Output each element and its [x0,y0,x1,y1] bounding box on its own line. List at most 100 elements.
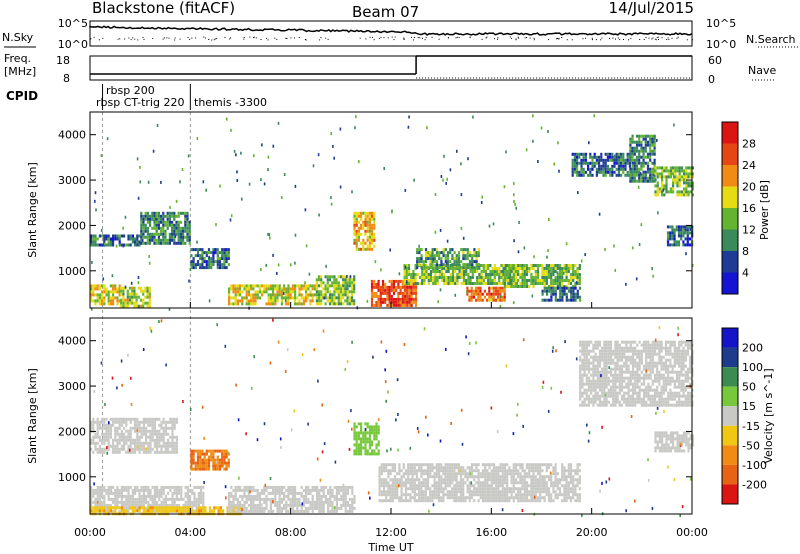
power-cell [635,146,639,150]
power-cell [326,284,329,288]
velocity-cell [120,500,123,504]
power-cell [521,282,524,285]
velocity-data [90,318,694,517]
power-cell [480,270,483,273]
velocity-cell [305,500,308,504]
power-cell [510,276,513,279]
velocity-cell [335,497,338,501]
velocity-cell [158,435,161,439]
power-cell [598,212,601,216]
velocity-cell [201,461,204,465]
velocity-cell [153,494,156,498]
power-cell [140,226,143,230]
beam-title: Beam 07 [352,3,419,21]
power-cell [460,266,463,270]
power-cell [629,137,632,141]
power-cell [495,267,499,270]
power-cell [449,264,452,267]
power-cell [135,301,138,305]
power-cell [144,295,147,299]
velocity-cell [123,447,126,451]
power-cell [464,257,467,261]
power-cell [629,167,632,171]
power-cell [561,286,564,290]
velocity-cell [391,487,394,491]
power-cell [640,179,643,183]
power-cell [574,286,577,290]
velocity-cell [375,428,378,432]
power-cell [468,263,472,267]
velocity-cell [203,467,206,471]
power-cell [377,288,380,292]
velocity-cell [202,509,205,513]
power-cell [190,263,193,267]
power-cell [261,293,264,297]
power-cell [687,166,690,170]
nsearch-point [162,38,164,40]
power-cell [412,285,415,289]
velocity-cell [479,487,482,491]
velocity-cell [411,484,414,488]
velocity-cell [411,469,414,473]
power-cell [661,181,664,185]
power-cell [426,126,428,130]
power-cell [604,170,607,174]
velocity-cell [298,509,301,513]
velocity-cell [193,500,196,504]
power-cell [606,158,609,162]
velocity-cell [360,446,363,450]
power-cell [556,271,559,275]
power-cell [523,264,526,267]
velocity-cell [382,478,386,482]
power-cell [536,276,540,279]
power-cell [678,190,681,194]
velocity-cell [468,481,471,485]
power-cell [661,190,664,194]
power-cell [635,170,639,174]
power-cell [258,287,261,291]
velocity-cell [499,466,502,470]
velocity-cell [451,463,454,467]
power-cell [455,260,458,264]
velocity-cell [481,490,485,494]
velocity-cell [98,509,101,513]
nsearch-point [648,37,650,39]
velocity-cell [227,464,230,468]
power-cell [666,237,670,241]
nsearch-point [98,39,100,41]
power-cell [591,155,594,159]
velocity-cell [227,461,230,465]
power-cell [657,211,659,215]
power-cell [691,193,694,197]
power-cell [455,266,458,270]
velocity-cell [103,488,106,492]
power-cell [651,179,654,183]
power-cell [576,295,579,299]
velocity-cell [484,481,487,485]
power-cell [545,276,548,279]
velocity-cell [510,493,513,497]
power-cell [236,287,239,291]
velocity-cell [156,429,159,433]
power-cell [285,293,288,297]
velocity-cell [213,506,216,510]
power-cell [379,300,382,304]
velocity-cell [488,478,491,482]
velocity-cell [368,425,371,429]
nsearch-point [425,36,427,38]
velocity-cell [280,500,283,504]
power-cell [346,290,349,294]
velocity-cell [409,487,412,491]
power-cell [572,273,575,276]
power-cell [291,290,294,294]
power-cell [598,155,601,159]
power-cell [236,179,239,182]
power-cell [576,273,579,276]
power-cell [620,167,623,171]
velocity-cell [276,491,279,495]
power-cell [574,292,577,296]
power-cell [407,279,411,282]
power-cell [410,300,413,304]
velocity-cell [178,488,181,492]
power-cell [232,302,235,306]
